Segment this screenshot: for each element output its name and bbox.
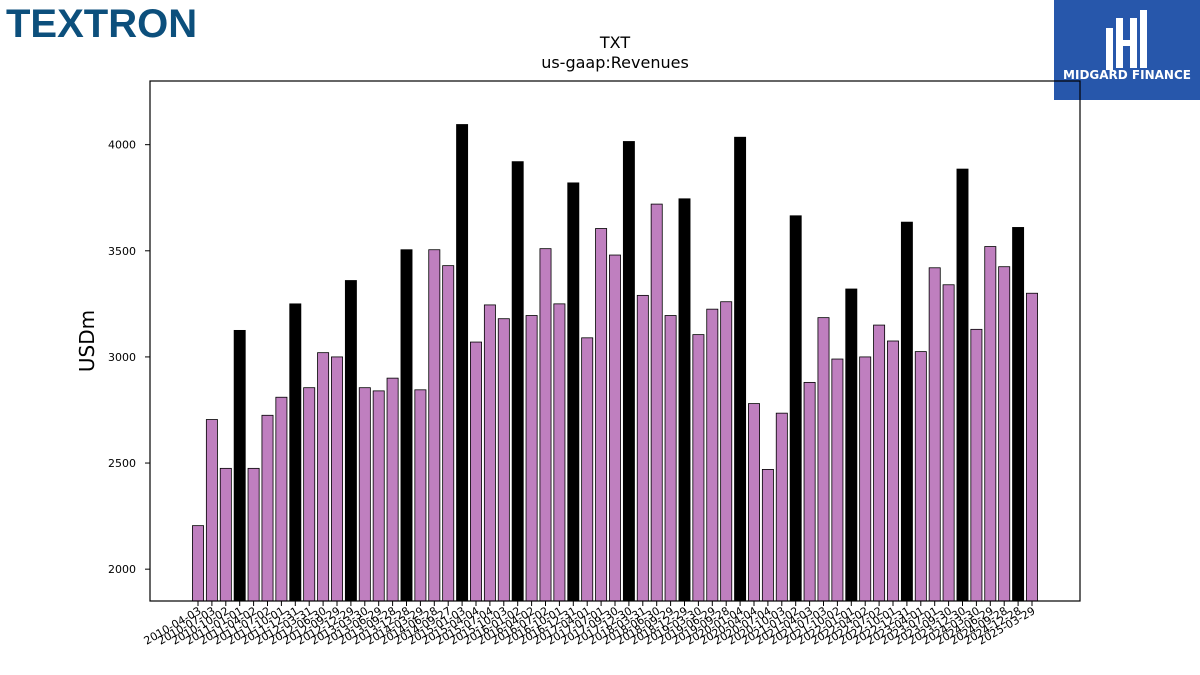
bar-2020-01-04 (734, 136, 747, 602)
bar-2016-07-02 (539, 248, 552, 602)
bar-2013-12-28 (400, 249, 413, 602)
bar-2016-01-02 (511, 161, 524, 602)
bar-2017-04-01 (581, 337, 594, 602)
bar-2025-03-29 (1026, 292, 1038, 602)
bar-2012-12-29 (344, 280, 357, 602)
midgard-finance-logo-text: MIDGARD FINANCE (1063, 68, 1191, 82)
bar-2012-09-29 (331, 356, 343, 602)
midgard-finance-logo: MIDGARD FINANCE (1054, 0, 1200, 100)
y-tick-label: 3500 (108, 245, 136, 258)
bar-2014-09-27 (442, 265, 455, 602)
bar-2010-07-03 (205, 419, 218, 602)
bar-2013-03-30 (358, 387, 371, 602)
bar-2012-03-31 (303, 387, 316, 602)
bar-2011-01-01 (233, 329, 246, 602)
bar-2017-12-30 (622, 141, 635, 602)
bar-2020-07-04 (761, 469, 774, 602)
bar-2023-07-01 (928, 267, 941, 602)
bar-2018-06-30 (650, 203, 663, 602)
y-tick-label: 3000 (108, 351, 136, 364)
bar-2015-04-04 (470, 341, 482, 602)
bar-2020-10-03 (775, 412, 788, 602)
bar-2015-01-03 (456, 124, 469, 602)
bar-2017-09-30 (609, 254, 621, 602)
bar-2019-03-30 (692, 334, 705, 602)
bar-2016-04-02 (525, 315, 538, 602)
bar-2022-04-02 (859, 356, 872, 602)
bar-2011-04-02 (247, 467, 260, 602)
bar-2018-09-29 (664, 315, 677, 602)
bar-2015-10-03 (497, 318, 510, 602)
bar-2024-09-28 (998, 266, 1011, 602)
bar-2013-09-28 (386, 377, 399, 602)
bar-2020-04-04 (748, 403, 760, 602)
y-axis-label: USDm (75, 310, 99, 372)
bar-2015-07-04 (483, 304, 496, 602)
bar-2011-07-02 (261, 414, 274, 602)
bar-2024-12-28 (1012, 227, 1025, 602)
bar-2016-12-31 (567, 182, 580, 602)
bar-2013-06-29 (372, 390, 385, 602)
bars-group (192, 124, 1038, 602)
bar-2010-04-03 (192, 525, 204, 602)
chart-title: TXT (599, 33, 630, 52)
bar-2019-06-29 (706, 308, 719, 602)
bar-2021-10-02 (831, 358, 844, 602)
bar-2022-12-31 (900, 221, 913, 602)
bar-2021-07-03 (817, 317, 830, 602)
bar-2023-12-30 (956, 168, 969, 602)
bar-2014-06-28 (428, 249, 441, 602)
bar-2022-10-01 (887, 340, 899, 602)
bar-2019-09-28 (720, 301, 733, 602)
midgard-logo-icon (1106, 10, 1147, 70)
y-tick-label: 2000 (108, 563, 136, 576)
plot-frame (149, 80, 1081, 602)
bar-2021-04-03 (803, 381, 816, 602)
bar-2016-10-01 (553, 303, 566, 602)
bar-2024-03-30 (970, 328, 983, 602)
chart-subtitle: us-gaap:Revenues (541, 53, 689, 72)
bar-2022-07-02 (873, 324, 886, 602)
bar-2010-10-02 (219, 467, 232, 602)
y-axis: 2000 2500 3000 3500 4000 (108, 139, 150, 576)
bar-2023-09-30 (942, 284, 955, 602)
x-axis: 2010-04-032010-07-032010-10-022011-01-01… (142, 601, 1038, 648)
textron-logo: TEXTRON (6, 2, 198, 46)
bar-2017-07-01 (595, 228, 608, 602)
y-tick-label: 4000 (108, 139, 136, 152)
y-tick-label: 2500 (108, 457, 136, 470)
bar-2011-12-31 (289, 303, 302, 602)
bar-2012-06-30 (317, 352, 330, 602)
bar-2011-10-01 (275, 396, 288, 602)
bar-2023-04-01 (914, 351, 927, 602)
bar-2014-03-29 (414, 389, 427, 602)
bar-2018-12-29 (678, 198, 691, 602)
bar-2022-01-01 (845, 288, 858, 602)
bar-2024-06-29 (984, 246, 997, 602)
bar-2018-03-31 (636, 294, 649, 602)
bar-2021-01-02 (789, 215, 802, 602)
